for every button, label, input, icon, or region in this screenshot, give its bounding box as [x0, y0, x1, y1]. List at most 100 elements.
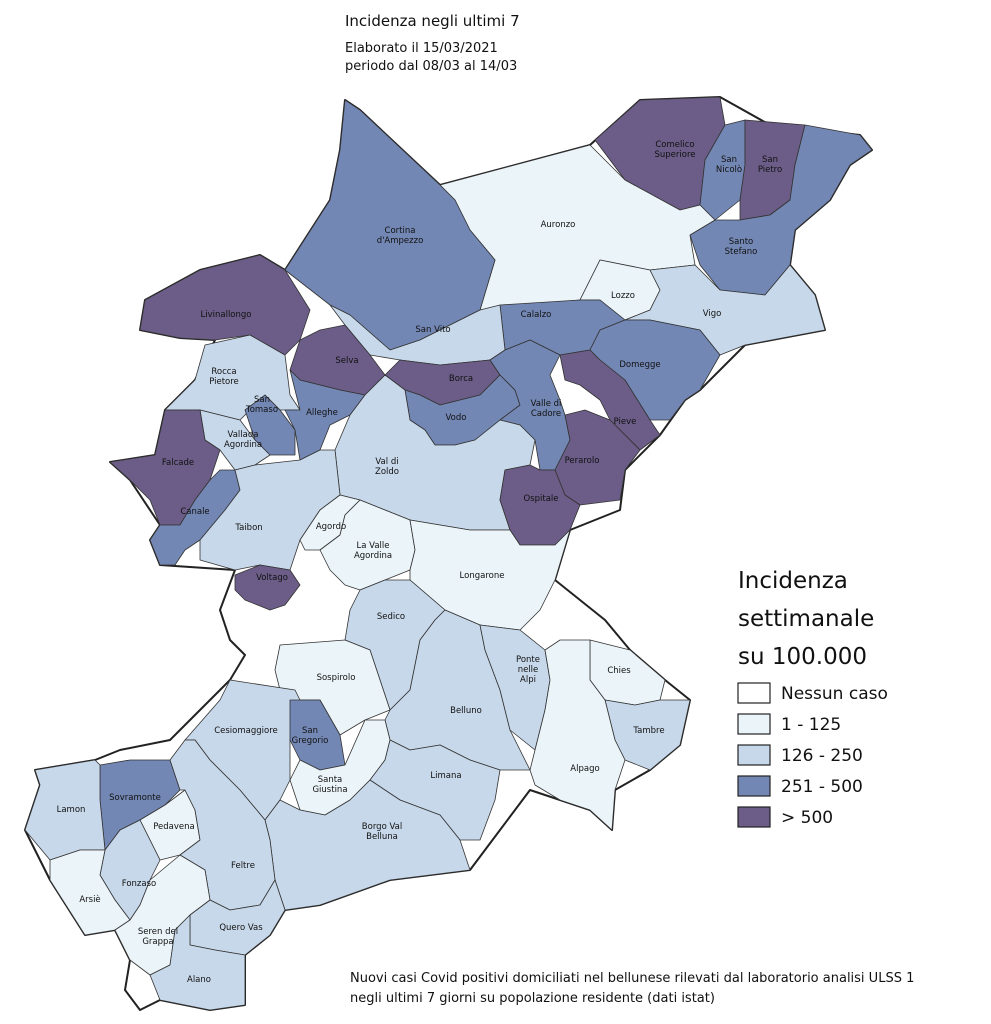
region-label: Vallada Agordina: [224, 430, 262, 450]
region-label-line: Lozzo: [611, 291, 635, 301]
region-label-line: San: [762, 155, 778, 165]
legend-swatch: [737, 806, 771, 828]
region-label-line: Limana: [430, 771, 461, 781]
region-label: Sedico: [377, 612, 405, 622]
region-label: Ospitale: [523, 494, 558, 504]
region-label-line: Seren del: [138, 927, 178, 937]
region: [274, 639, 391, 736]
region-label: Alano: [187, 975, 211, 985]
region-label: Cortina d'Ampezzo: [377, 226, 424, 246]
region-label-line: Zoldo: [375, 467, 399, 477]
legend-label: Nessun caso: [781, 684, 888, 704]
region-label-line: Cadore: [531, 409, 561, 419]
region-label-line: Tomaso: [245, 405, 278, 415]
region-label: Comelico Superiore: [654, 140, 695, 160]
legend-title: settimanale: [738, 606, 874, 632]
region-label: Auronzo: [541, 220, 576, 230]
region-label-line: San: [721, 155, 737, 165]
region-label: Seren del Grappa: [138, 927, 178, 947]
region-label: Fonzaso: [122, 879, 156, 889]
region-label-line: Sovramonte: [109, 793, 161, 803]
region-label: Chies: [607, 666, 631, 676]
region-label: Sovramonte: [109, 793, 161, 803]
region-label: Perarolo: [565, 456, 600, 466]
region-label: Arsiè: [79, 894, 100, 905]
region-label-line: San: [302, 726, 318, 736]
region-label-line: Lamon: [57, 805, 86, 815]
region-label: Pedavena: [153, 822, 195, 832]
region-label: Domegge: [619, 360, 660, 370]
region-label: Calalzo: [521, 310, 552, 320]
region-label-line: Calalzo: [521, 310, 552, 320]
region-label-line: Perarolo: [565, 456, 600, 466]
region-label: Vigo: [703, 309, 722, 319]
legend-label: 1 - 125: [781, 715, 841, 735]
region: [559, 349, 661, 451]
region-label: La Valle Agordina: [354, 541, 392, 561]
region-label: Alleghe: [306, 408, 338, 418]
legend-swatch: [737, 713, 771, 735]
region-label-line: Feltre: [231, 861, 255, 871]
region-label-line: Falcade: [162, 458, 194, 468]
region-label: Quero Vas: [219, 923, 263, 933]
region-label: Taibon: [234, 523, 262, 533]
region-label: Sospirolo: [317, 673, 356, 683]
region-label: Alpago: [570, 764, 599, 774]
region-label-line: Grappa: [142, 937, 173, 947]
region-label-line: Agordina: [224, 440, 262, 450]
region-label-line: Domegge: [619, 360, 660, 370]
region-label-line: Pedavena: [153, 822, 195, 832]
region: [554, 409, 641, 506]
region-label: Longarone: [460, 571, 505, 581]
region-label-line: Gregorio: [292, 736, 329, 746]
region-label-line: Alpago: [570, 764, 599, 774]
region-label: Ponte nelle Alpi: [516, 655, 540, 685]
region-label-line: Auronzo: [541, 220, 576, 230]
region-label-line: Alleghe: [306, 408, 338, 418]
legend-title: Incidenza: [738, 568, 848, 594]
region-label: Borca: [449, 374, 473, 384]
region-label: Livinallongo: [201, 310, 252, 320]
region-label-line: Chies: [607, 666, 631, 676]
footnote: Nuovi casi Covid positivi domiciliati ne…: [350, 971, 914, 986]
subtitle: Elaborato il 15/03/2021: [345, 41, 498, 56]
region-label-line: Valle di: [531, 399, 562, 409]
region-label: Cesiomaggiore: [214, 726, 278, 736]
region: [284, 369, 366, 461]
region-label-line: Santa: [318, 775, 343, 785]
region: [139, 254, 311, 356]
legend-swatch: [737, 682, 771, 704]
region-label-line: Borgo Val: [362, 822, 402, 832]
legend-label: 251 - 500: [781, 777, 863, 797]
region: [499, 464, 581, 546]
region-label-line: San Vito: [415, 325, 450, 335]
region-label-line: Ponte: [516, 655, 540, 665]
region-label-line: Rocca: [211, 367, 236, 377]
region-label: Valle di Cadore: [531, 399, 562, 419]
region-label-line: Vallada: [228, 430, 259, 440]
region-label: Canale: [180, 507, 209, 517]
region: [149, 914, 246, 1011]
region-label-line: Alano: [187, 975, 211, 985]
region-label-line: Belluna: [366, 832, 398, 842]
legend-label: > 500: [781, 808, 833, 828]
region-label: Agordo: [316, 522, 346, 532]
region-label-line: Vodo: [446, 413, 467, 423]
region-label-line: Taibon: [234, 523, 262, 533]
region-label-line: Nicolò: [716, 164, 742, 175]
region-label-line: Sedico: [377, 612, 405, 622]
region-label: Falcade: [162, 458, 194, 468]
title: Incidenza negli ultimi 7: [345, 12, 520, 30]
region: [624, 264, 826, 356]
region-label: Belluno: [450, 706, 482, 716]
region-label: San Tomaso: [245, 395, 278, 415]
region-label: San Pietro: [758, 155, 782, 175]
region-label-line: Alpi: [520, 675, 536, 685]
region-label: Vodo: [446, 413, 467, 423]
region-label-line: Livinallongo: [201, 310, 252, 320]
region-label-line: Borca: [449, 374, 473, 384]
region-label-line: Santo: [729, 237, 754, 247]
region-label-line: Pieve: [614, 417, 637, 427]
